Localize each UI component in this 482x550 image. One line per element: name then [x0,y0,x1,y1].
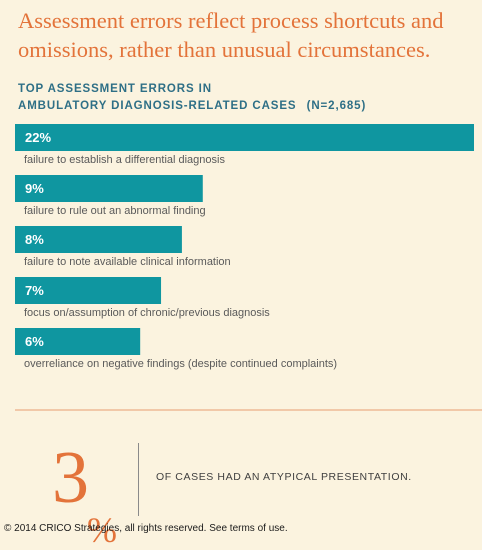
bar-5 [15,328,141,355]
sample-size: (N=2,685) [306,100,367,112]
bar-value-label-4: 7% [25,283,44,298]
callout-stat: 3% [52,441,117,548]
bar-1 [15,124,474,151]
callout-number: 3 [52,437,89,519]
chart-title-line-2: AMBULATORY DIAGNOSIS-RELATED CASES (N=2,… [18,98,366,115]
callout-text: OF CASES HAD AN ATYPICAL PRESENTATION. [156,471,412,483]
callout-divider [138,443,139,516]
chart-title-line-2-text: AMBULATORY DIAGNOSIS-RELATED CASES [18,100,297,112]
section-divider [15,409,482,411]
bar-category-label-2: failure to rule out an abnormal finding [24,205,206,217]
bar-category-label-1: failure to establish a differential diag… [24,154,225,166]
chart-title: TOP ASSESSMENT ERRORS IN AMBULATORY DIAG… [18,81,366,115]
headline: Assessment errors reflect process shortc… [18,8,444,62]
bar-category-label-4: focus on/assumption of chronic/previous … [24,307,270,319]
bar-value-label-3: 8% [25,232,44,247]
bar-value-label-2: 9% [25,181,44,196]
bar-4 [15,277,162,304]
bar-value-label-5: 6% [25,334,44,349]
bar-category-label-3: failure to note available clinical infor… [24,256,231,268]
bar-chart: 22% failure to establish a differential d… [15,124,474,370]
bar-category-label-5: overreliance on negative findings (despi… [24,358,337,370]
bar-2 [15,175,203,202]
bar-value-label-1: 22% [25,130,51,145]
copyright-notice: © 2014 CRICO Strategies, all rights rese… [4,523,288,534]
chart-title-line-1: TOP ASSESSMENT ERRORS IN [18,83,212,95]
bar-3 [15,226,182,253]
